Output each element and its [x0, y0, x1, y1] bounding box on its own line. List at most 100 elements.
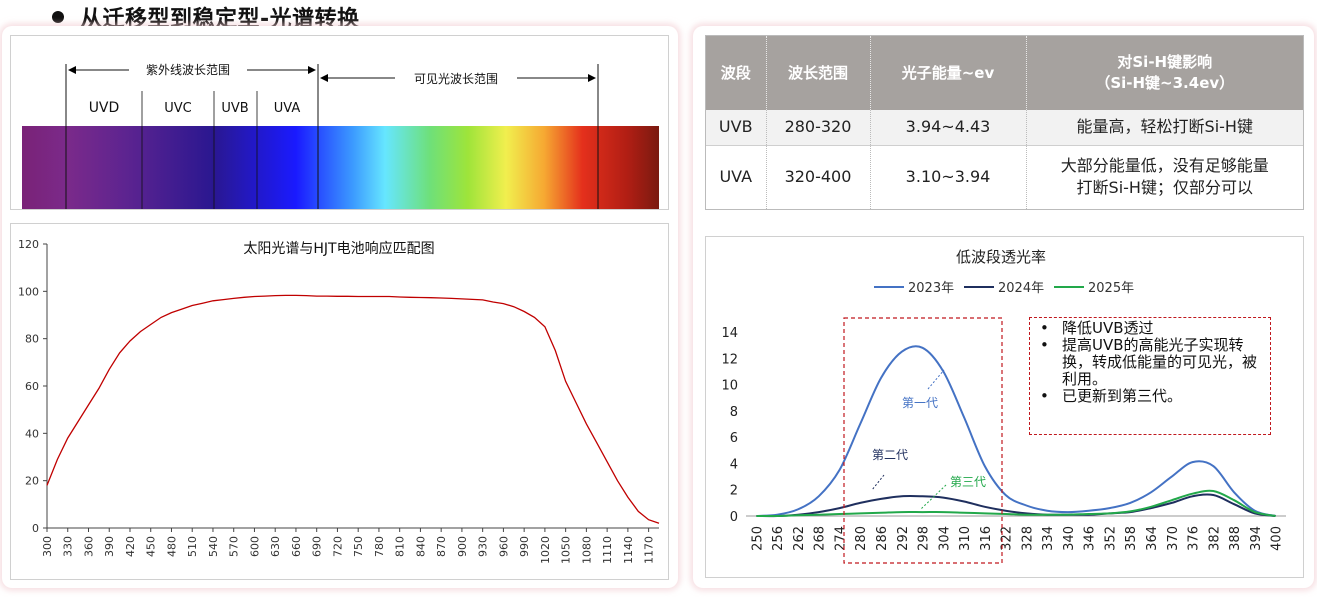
hjt-x-tick-label: 930 [477, 536, 490, 557]
uv-x-tick-label: 370 [1166, 526, 1181, 551]
hjt-x-tick-label: 330 [62, 536, 75, 557]
uv-x-tick-label: 304 [937, 526, 952, 551]
uv-range-label: 紫外线波长范围 [146, 63, 230, 77]
hjt-x-tick-label: 780 [373, 536, 386, 557]
table-row: UVB 280-320 3.94~4.43 能量高，轻松打断Si-H键 [706, 110, 1303, 146]
table-cell-range: 320-400 [766, 145, 871, 209]
uv-x-tick-label: 364 [1145, 526, 1160, 551]
hjt-x-tick-label: 1050 [560, 536, 573, 564]
bullet-icon: • [1040, 387, 1049, 405]
hjt-x-tick-label: 1140 [622, 536, 635, 564]
uv-x-tick-label: 394 [1249, 526, 1264, 551]
uv-x-tick-label: 250 [750, 526, 765, 551]
uv-x-tick-label: 328 [1020, 526, 1035, 551]
uv-x-tick-label: 322 [1000, 526, 1015, 551]
uv-energy-table: 波段 波长范围 光子能量~ev 对Si-H键影响 （Si-H键~3.4ev） U… [706, 36, 1303, 209]
visible-range-label: 可见光波长范围 [414, 72, 498, 86]
hjt-x-tick-label: 450 [145, 536, 158, 557]
hjt-x-tick-label: 660 [290, 536, 303, 557]
hjt-y-tick-label: 20 [25, 475, 39, 488]
uv-x-tick-label: 376 [1187, 526, 1202, 551]
uv-x-tick-label: 382 [1207, 526, 1222, 551]
table-header-effect-title: 对Si-H键影响 [1117, 53, 1213, 71]
hjt-x-tick-label: 720 [331, 536, 344, 557]
hjt-y-tick-label: 100 [18, 285, 39, 298]
annotation-gen1: 第一代 [902, 396, 938, 410]
hjt-x-tick-label: 480 [165, 536, 178, 557]
annotation-gen2: 第二代 [872, 448, 908, 462]
uv-x-tick-label: 346 [1083, 526, 1098, 551]
hjt-x-tick-label: 960 [497, 536, 510, 557]
annotation-gen3-leader [920, 484, 947, 510]
uv-y-tick-label: 2 [730, 484, 738, 499]
hjt-x-tick-label: 990 [518, 536, 531, 557]
table-header-energy: 光子能量~ev [870, 36, 1027, 110]
hjt-y-tick-label: 0 [32, 522, 39, 535]
note-text: 已更新到第三代。 [1062, 387, 1183, 405]
table-row: UVA 320-400 3.10~3.94 大部分能量低，没有足够能量 打断Si… [706, 145, 1303, 209]
hjt-x-tick-label: 390 [103, 536, 116, 557]
uv-x-tick-label: 280 [854, 526, 869, 551]
hjt-chart-title: 太阳光谱与HJT电池响应匹配图 [243, 240, 434, 257]
uv-x-tick-label: 352 [1103, 526, 1118, 551]
table-cell-effect-line2: 打断Si-H键；仅部分可以 [1076, 178, 1253, 198]
table-cell-energy: 3.10~3.94 [870, 145, 1027, 209]
hjt-x-tick-label: 1020 [539, 536, 552, 564]
hjt-x-tick-label: 360 [82, 536, 95, 557]
annotation-gen1-leader [927, 369, 945, 390]
annotation-gen3: 第三代 [950, 475, 986, 489]
band-label-uvc: UVC [164, 101, 192, 116]
bullet-icon: • [1040, 319, 1049, 337]
list-item: • 降低UVB透过 [1030, 320, 1270, 337]
note-box: • 降低UVB透过 • 提高UVB的高能光子实现转换，转成低能量的可见光，被利用。 … [1029, 317, 1271, 435]
uv-x-tick-label: 400 [1270, 526, 1285, 551]
hjt-x-tick-label: 540 [207, 536, 220, 557]
hjt-y-tick-label: 120 [18, 238, 39, 251]
legend-label-0: 2023年 [908, 281, 954, 296]
hjt-response-line [46, 294, 660, 524]
uv-x-tick-label: 316 [979, 526, 994, 551]
series-line-2 [756, 489, 1276, 518]
band-label-uva: UVA [274, 101, 301, 116]
hjt-x-tick-label: 840 [414, 536, 427, 557]
uv-x-tick-label: 334 [1041, 526, 1056, 551]
table-cell-effect: 能量高，轻松打断Si-H键 [1026, 110, 1303, 146]
uv-transmittance-chart: 低波段透光率 2023年 2024年 2025年 0 2 4 6 8 10 12 14 250 256 2… [721, 248, 1286, 564]
hjt-x-tick-label: 1170 [643, 536, 656, 564]
uv-transmittance-chart-box: 低波段透光率 2023年 2024年 2025年 0 2 4 6 8 10 12 14 250 256 2… [705, 236, 1304, 578]
uv-x-tick-label: 286 [875, 526, 890, 551]
table-header-effect-sub: （Si-H键~3.4ev） [1095, 74, 1235, 92]
hjt-x-tick-label: 810 [394, 536, 407, 557]
uv-x-tick-label: 298 [917, 526, 932, 551]
hjt-x-tick-label: 600 [248, 536, 261, 557]
title-bullet-icon [52, 11, 64, 23]
spectrum-gradient-bar [22, 126, 659, 209]
uv-x-tick-label: 340 [1062, 526, 1077, 551]
uv-x-tick-label: 262 [792, 526, 807, 551]
bullet-icon: • [1040, 336, 1049, 354]
uv-chart-title: 低波段透光率 [956, 248, 1046, 266]
spectrum-svg: 紫外线波长范围 可见光波长范围 UVD UVC UVB UVA [22, 63, 659, 209]
note-text: 提高UVB的高能光子实现转换，转成低能量的可见光，被利用。 [1062, 336, 1258, 388]
series-line-1 [756, 493, 1276, 518]
hjt-y-tick-label: 40 [25, 427, 39, 440]
hjt-x-tick-label: 750 [352, 536, 365, 557]
table-cell-effect: 大部分能量低，没有足够能量 打断Si-H键；仅部分可以 [1026, 145, 1303, 209]
series-line-0 [756, 345, 1276, 517]
uv-y-tick-label: 4 [730, 457, 738, 472]
uv-y-tick-label: 8 [730, 405, 738, 420]
uv-x-tick-label: 292 [896, 526, 911, 551]
legend-label-1: 2024年 [998, 281, 1044, 296]
uv-x-tick-label: 256 [771, 526, 786, 551]
hjt-x-tick-label: 690 [311, 536, 324, 557]
legend-label-2: 2025年 [1088, 281, 1134, 296]
hjt-chart-box: 太阳光谱与HJT电池响应匹配图 0 20 40 60 80 100 120 300 330 360… [10, 223, 669, 580]
hjt-chart: 太阳光谱与HJT电池响应匹配图 0 20 40 60 80 100 120 300 330 360… [18, 238, 660, 564]
uv-y-tick-label: 0 [730, 510, 738, 525]
uvb-highlight-box [843, 317, 1003, 564]
band-label-uvd: UVD [89, 100, 120, 116]
table-header-row: 波段 波长范围 光子能量~ev 对Si-H键影响 （Si-H键~3.4ev） [706, 36, 1303, 110]
uv-x-tick-label: 274 [833, 526, 848, 551]
uv-x-tick-label: 310 [958, 526, 973, 551]
hjt-x-tick-label: 300 [41, 536, 54, 557]
